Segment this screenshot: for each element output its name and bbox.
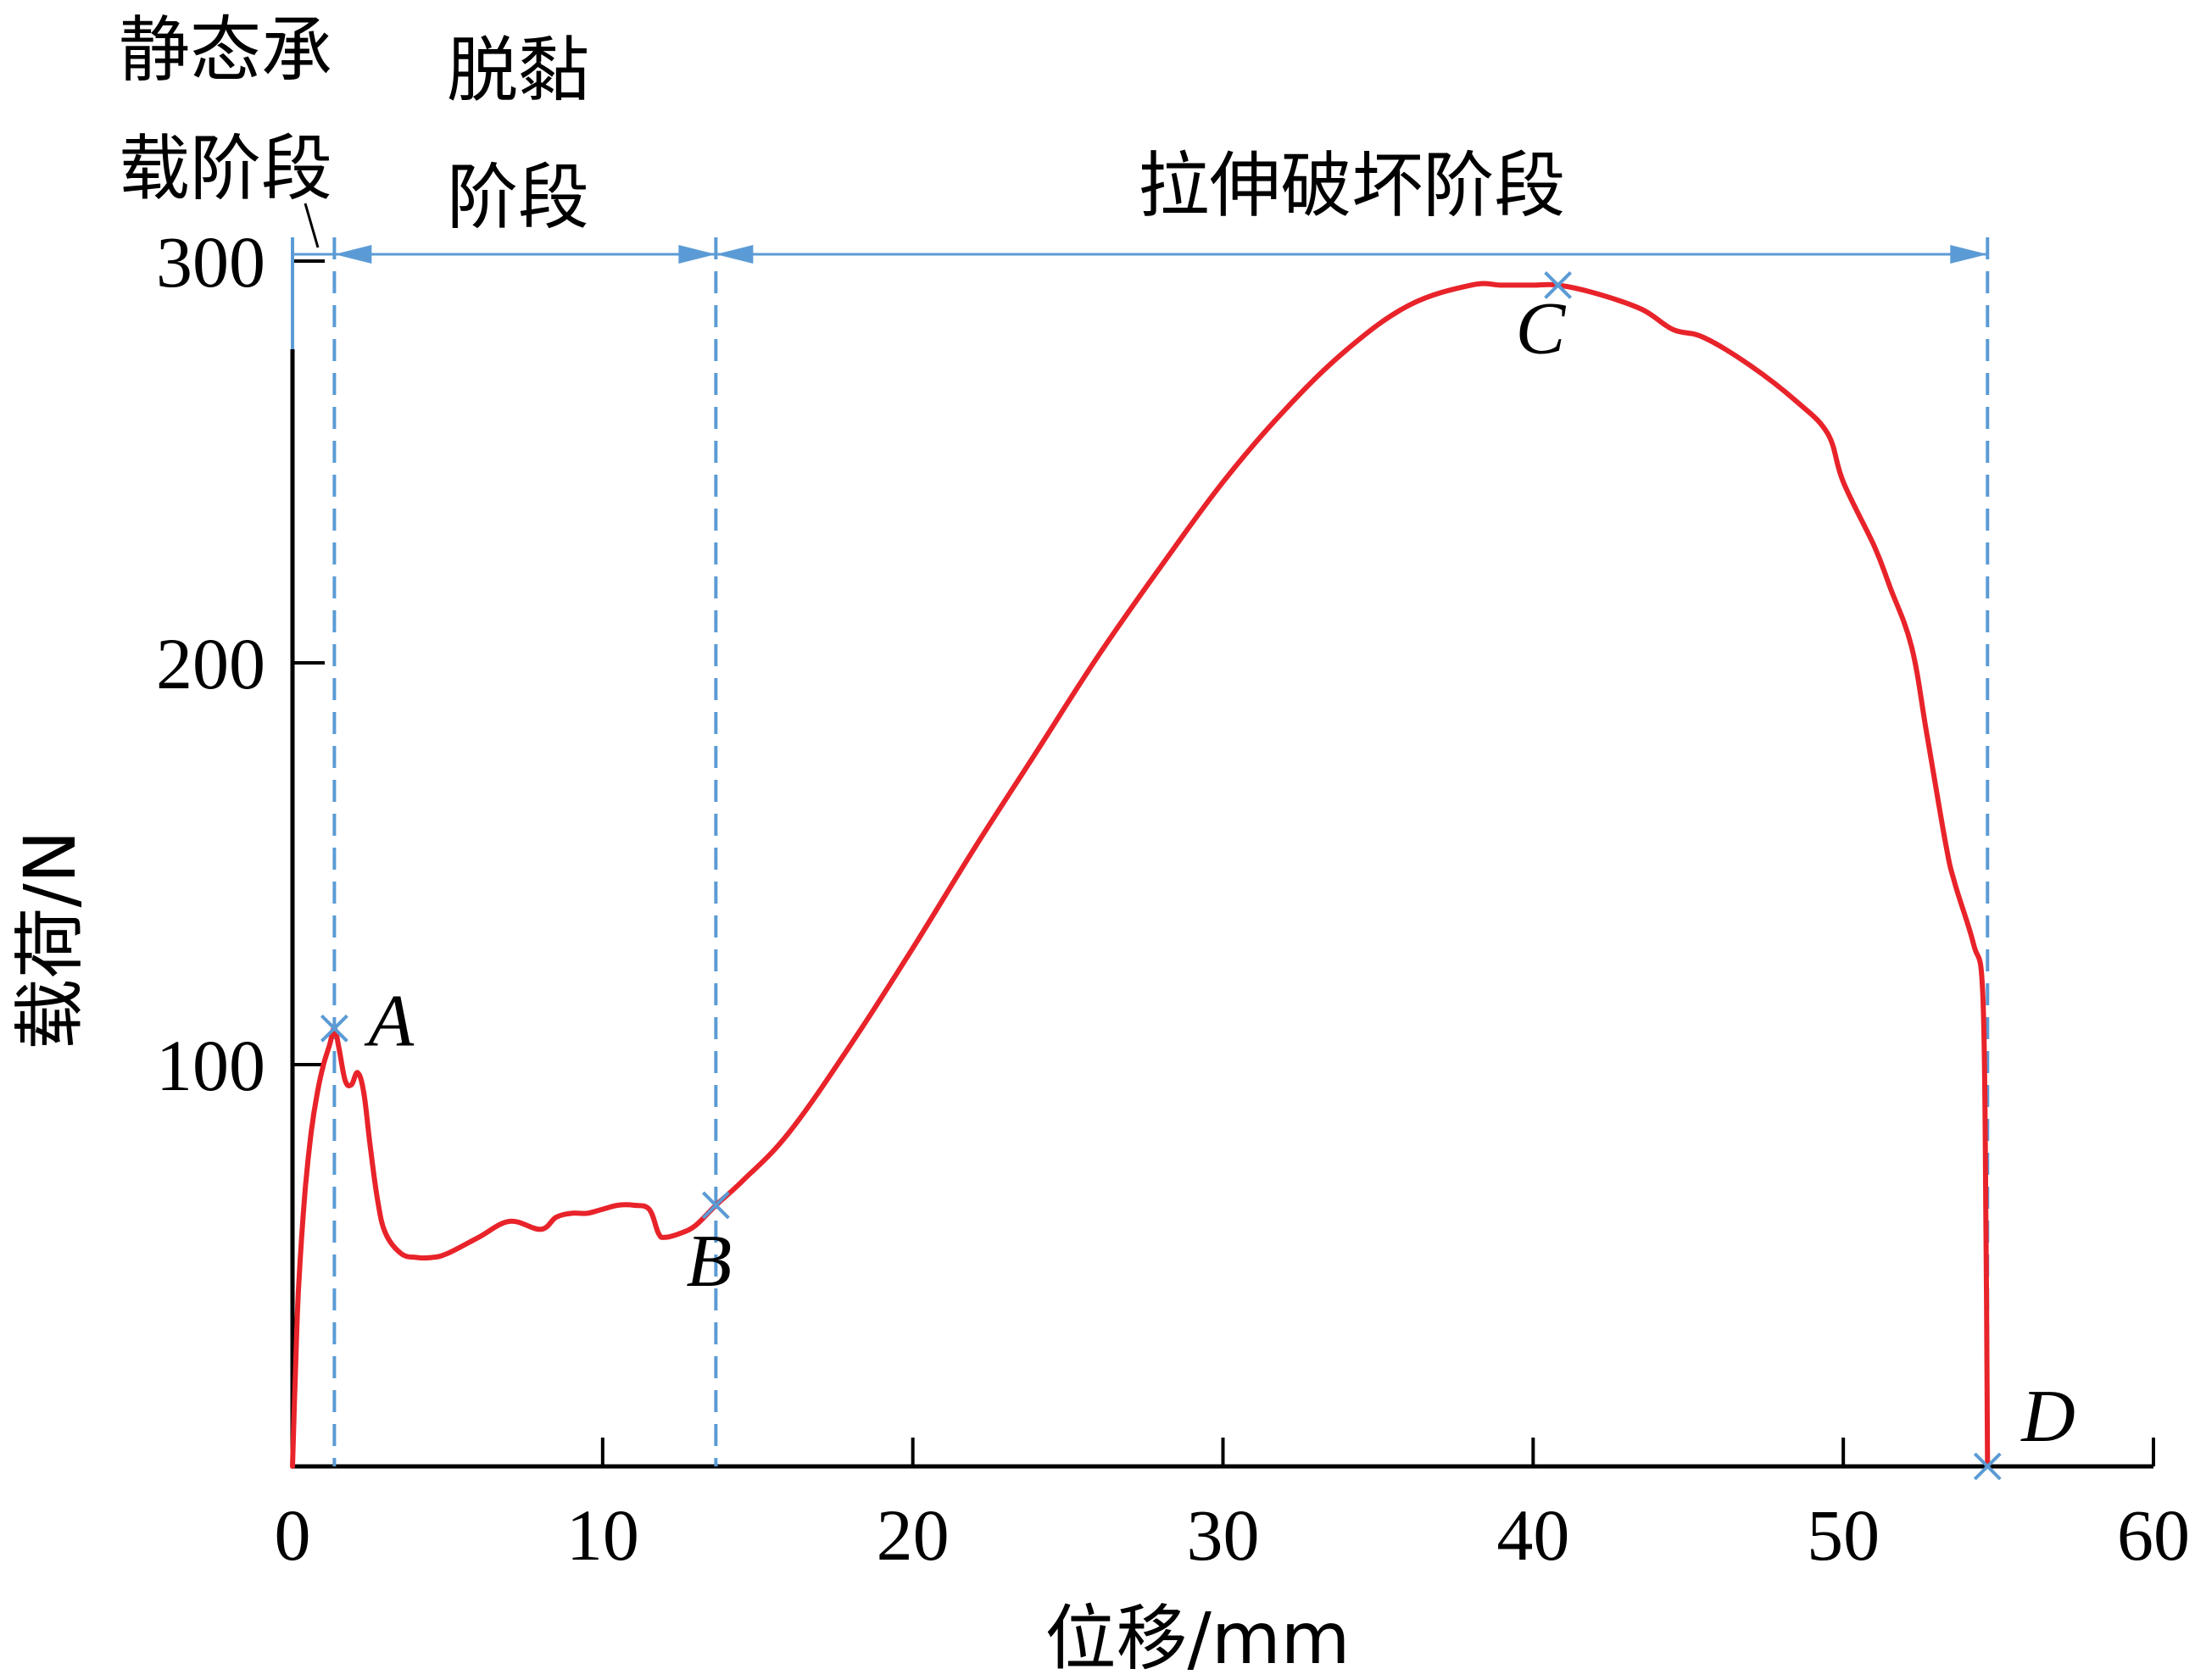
x-tick-label: 30 [1187, 1494, 1260, 1576]
load-curve [290, 281, 1991, 1469]
dimension-arrowhead [1950, 245, 1988, 264]
point-marker-c [1544, 271, 1573, 299]
marker-cross-stroke [701, 1191, 730, 1220]
curve-layer [290, 281, 1991, 1469]
point-marker-d [1973, 1452, 2002, 1481]
point-marker-a [320, 1014, 348, 1043]
x-tick-label: 0 [275, 1494, 311, 1576]
y-tick-label: 200 [156, 623, 265, 704]
marker-cross-stroke [320, 1014, 348, 1043]
dimension-arrowhead [334, 245, 372, 264]
y-axis-title: 载荷/N [8, 830, 92, 1049]
dimension-arrowhead [716, 245, 754, 264]
stage-boundaries [291, 237, 1990, 1466]
x-tick-label: 20 [877, 1494, 950, 1576]
point-label-c: C [1516, 287, 1567, 370]
point-marker-b [701, 1191, 730, 1220]
x-tick-label: 40 [1496, 1494, 1569, 1576]
x-tick-label: 50 [1807, 1494, 1880, 1576]
point-label-b: B [686, 1221, 732, 1303]
x-tick-label: 60 [2117, 1494, 2190, 1576]
stage-label-static: 载阶段 [119, 127, 332, 210]
stage-label-leader [304, 203, 320, 248]
stage-label-static: 静态承 [119, 8, 332, 92]
dimension-arrowhead [678, 245, 716, 264]
point-label-a: A [364, 980, 415, 1062]
marker-cross-stroke [1973, 1452, 2002, 1481]
point-markers [320, 271, 2002, 1481]
x-tick-label: 10 [566, 1494, 639, 1576]
x-axis-title: 位移/mm [1045, 1597, 1351, 1680]
y-tick-label: 300 [156, 221, 265, 303]
stage-label-tensile: 拉伸破坏阶段 [1138, 144, 1565, 227]
stage-label-debond: 阶段 [447, 156, 589, 239]
marker-cross-stroke [1544, 271, 1573, 299]
point-label-d: D [2020, 1376, 2075, 1458]
axes: 0 10 20 30 40 50 60 100 200 300 位移/mm 载荷/N [8, 221, 2190, 1680]
y-tick-label: 100 [156, 1025, 265, 1106]
stage-label-debond: 脱黏 [447, 29, 589, 112]
